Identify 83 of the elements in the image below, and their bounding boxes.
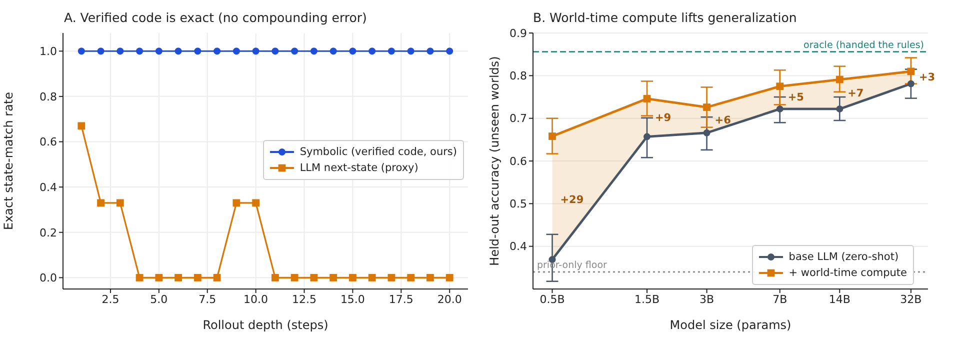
y-tick-label: 0.2 [40, 226, 57, 240]
legend-label: LLM next-state (proxy) [300, 161, 418, 176]
x-tick-label: 12.5 [292, 292, 317, 306]
annotation: +9 [655, 112, 672, 124]
point [291, 48, 298, 55]
point [349, 48, 356, 55]
point [368, 274, 376, 282]
point [116, 199, 124, 207]
chart-title: B. World-time compute lifts generalization [533, 10, 797, 25]
y-tick-label: 0.8 [40, 90, 57, 104]
y-tick-label: 0.6 [510, 154, 527, 168]
y-tick-label: 1.0 [40, 45, 57, 58]
point [271, 274, 279, 282]
point [136, 274, 144, 282]
point [446, 274, 454, 282]
point [97, 199, 104, 207]
x-tick-label: 1.5B [634, 292, 660, 306]
point [194, 48, 202, 55]
point [136, 48, 144, 55]
x-tick-label: 14B [828, 292, 850, 306]
point [155, 48, 162, 55]
y-axis-title: Held-out accuracy (unseen worlds) [487, 56, 502, 266]
point [194, 274, 202, 282]
x-tick-label: 17.5 [388, 292, 414, 306]
annotation: +6 [714, 114, 731, 126]
annotation: +3 [918, 72, 936, 84]
point [407, 274, 415, 282]
x-tick-label: 7.5 [198, 292, 216, 306]
point [214, 48, 221, 55]
legend-label: Symbolic (verified code, ours) [300, 145, 457, 160]
x-axis-title: Model size (params) [670, 318, 792, 332]
point [368, 48, 376, 55]
y-tick-label: 0.6 [40, 136, 57, 149]
y-tick-label: 0.5 [510, 198, 527, 211]
point [97, 48, 104, 55]
chart-title: A. Verified code is exact (no compounding error) [64, 10, 367, 25]
point [116, 48, 124, 55]
annotation: +7 [848, 87, 864, 100]
point [349, 274, 356, 282]
point [272, 48, 279, 55]
x-tick-label: 10.0 [244, 292, 268, 306]
point [252, 48, 260, 55]
point [330, 274, 338, 282]
point [78, 48, 85, 55]
point [174, 274, 182, 282]
point [252, 199, 260, 207]
annotation: +29 [560, 194, 584, 206]
point [446, 48, 454, 55]
x-tick-label: 3B [700, 292, 714, 306]
point [174, 48, 182, 55]
y-tick-label: 0.4 [510, 240, 527, 254]
x-tick-label: 7B [772, 292, 788, 306]
point [426, 274, 434, 282]
x-axis-title: Rollout depth (steps) [202, 318, 328, 332]
y-tick-label: 0.9 [510, 26, 527, 40]
point [407, 48, 414, 55]
point [155, 274, 163, 282]
point [330, 48, 337, 55]
y-axis-title: Exact state-match rate [1, 92, 16, 230]
y-tick-label: 0.4 [40, 180, 57, 194]
point [232, 199, 240, 207]
legend-label: + world-time compute [788, 266, 907, 281]
x-tick-label: 20.0 [437, 292, 462, 306]
point [426, 48, 434, 55]
ref-line-label: oracle (handed the rules) [804, 40, 924, 51]
point [310, 48, 318, 55]
point [388, 48, 395, 55]
point [388, 274, 396, 282]
point [78, 122, 86, 130]
point [232, 48, 240, 55]
x-tick-label: 5.0 [150, 292, 168, 306]
legend-label: base LLM (zero-shot) [788, 250, 899, 265]
point [310, 274, 318, 282]
point [213, 274, 221, 282]
x-tick-label: 32B [900, 292, 922, 306]
x-tick-label: 15.0 [340, 292, 365, 306]
y-tick-label: 0.8 [510, 70, 527, 83]
annotation: +5 [788, 92, 804, 104]
y-tick-label: 0.7 [510, 112, 527, 126]
x-tick-label: 0.5B [540, 292, 565, 306]
point [290, 274, 298, 282]
y-tick-label: 0.0 [40, 272, 57, 285]
x-tick-label: 2.5 [102, 292, 120, 306]
